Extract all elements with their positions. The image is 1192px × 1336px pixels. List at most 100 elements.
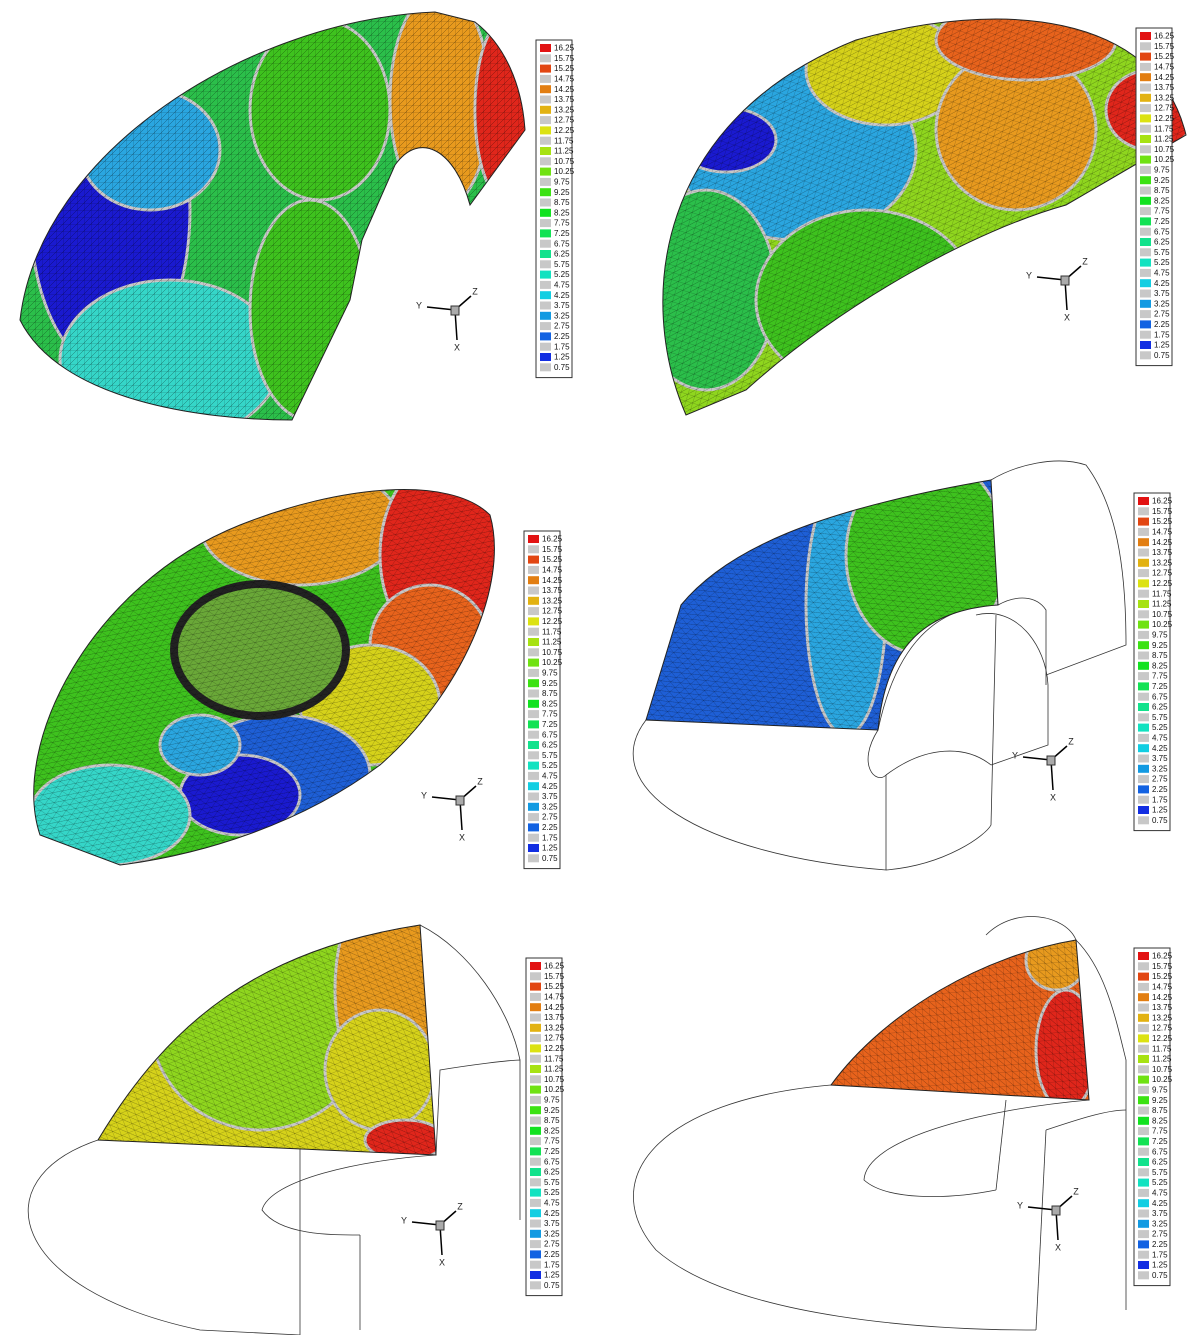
- legend-label: 15.75: [1154, 42, 1175, 51]
- legend-label: 13.25: [542, 596, 563, 605]
- legend-label: 0.75: [542, 854, 558, 863]
- legend-swatch: [1138, 1096, 1149, 1104]
- legend-label: 1.25: [554, 353, 570, 362]
- legend-label: 7.25: [1152, 682, 1168, 691]
- legend-swatch: [1138, 1251, 1149, 1259]
- legend-swatch: [540, 219, 551, 227]
- legend-swatch: [530, 1250, 541, 1258]
- legend-label: 10.25: [542, 658, 563, 667]
- legend-label: 4.75: [1154, 269, 1170, 278]
- legend-swatch: [1138, 1127, 1149, 1135]
- legend-label: 8.75: [544, 1116, 560, 1125]
- legend-swatch: [1140, 114, 1151, 122]
- partition: [405, 150, 445, 200]
- legend-label: 14.25: [544, 1003, 565, 1012]
- legend-swatch: [1138, 1189, 1149, 1197]
- panel-graphic: 16.2515.7515.2514.7514.2513.7513.2512.75…: [596, 890, 1192, 1335]
- legend-swatch: [1140, 63, 1151, 71]
- legend-swatch: [1138, 734, 1149, 742]
- legend-label: 5.25: [544, 1188, 560, 1197]
- legend-swatch: [528, 834, 539, 842]
- legend-swatch: [540, 353, 551, 361]
- wireframe: [996, 1100, 1006, 1190]
- legend-swatch: [540, 96, 551, 104]
- legend-label: 6.75: [542, 730, 558, 739]
- wireframe: [868, 730, 886, 778]
- axis-label: Y: [421, 790, 427, 800]
- legend-label: 12.75: [544, 1034, 565, 1043]
- axis-label: Z: [477, 776, 483, 786]
- legend-swatch: [1140, 166, 1151, 174]
- legend-label: 1.75: [1152, 1250, 1168, 1259]
- legend-label: 15.75: [1152, 962, 1173, 971]
- legend-label: 6.25: [1152, 703, 1168, 712]
- legend-swatch: [1140, 104, 1151, 112]
- legend-swatch: [1140, 73, 1151, 81]
- legend-swatch: [528, 535, 539, 543]
- legend-swatch: [1138, 1034, 1149, 1042]
- legend-label: 10.25: [554, 167, 575, 176]
- legend-swatch: [528, 823, 539, 831]
- legend-swatch: [528, 741, 539, 749]
- legend-swatch: [528, 648, 539, 656]
- legend-swatch: [1138, 693, 1149, 701]
- legend-swatch: [1138, 1220, 1149, 1228]
- legend-label: 1.75: [544, 1260, 560, 1269]
- legend-label: 11.25: [1152, 1055, 1172, 1064]
- legend-swatch: [1140, 53, 1151, 61]
- legend-swatch: [1140, 238, 1151, 246]
- legend-label: 12.25: [1152, 1034, 1173, 1043]
- legend-swatch: [530, 993, 541, 1001]
- axis-label: Y: [416, 300, 422, 310]
- legend-swatch: [1138, 1148, 1149, 1156]
- legend-swatch: [1140, 290, 1151, 298]
- legend-swatch: [528, 566, 539, 574]
- legend-label: 13.75: [1154, 83, 1175, 92]
- legend-swatch: [1138, 993, 1149, 1001]
- legend-swatch: [540, 250, 551, 258]
- legend-label: 3.75: [1152, 1209, 1168, 1218]
- legend-swatch: [530, 1137, 541, 1145]
- axis-label: X: [1064, 312, 1070, 322]
- legend-swatch: [530, 1147, 541, 1155]
- legend-label: 13.25: [1152, 1013, 1173, 1022]
- legend-label: 11.25: [554, 147, 574, 156]
- legend-label: 16.25: [554, 44, 575, 53]
- legend-label: 13.75: [1152, 1003, 1173, 1012]
- panel-graphic: 16.2515.7515.2514.7514.2513.7513.2512.75…: [0, 890, 596, 1335]
- legend-swatch: [1140, 156, 1151, 164]
- legend-label: 4.75: [542, 772, 558, 781]
- legend-label: 6.75: [1154, 227, 1170, 236]
- legend-swatch: [1140, 341, 1151, 349]
- legend-swatch: [530, 972, 541, 980]
- legend-label: 5.75: [1152, 713, 1168, 722]
- legend-swatch: [1138, 672, 1149, 680]
- legend-label: 4.75: [554, 281, 570, 290]
- legend-label: 14.25: [1152, 993, 1173, 1002]
- legend-swatch: [1138, 590, 1149, 598]
- legend-swatch: [1140, 279, 1151, 287]
- axis-label: X: [454, 342, 460, 352]
- legend-swatch: [1140, 300, 1151, 308]
- legend-swatch: [1138, 497, 1149, 505]
- legend-swatch: [530, 1065, 541, 1073]
- legend-label: 2.25: [542, 823, 558, 832]
- legend-label: 6.25: [554, 250, 570, 259]
- legend-label: 16.25: [544, 962, 565, 971]
- legend-swatch: [528, 793, 539, 801]
- wireframe: [976, 613, 1048, 765]
- panel-graphic: 16.2515.7515.2514.7514.2513.7513.2512.75…: [0, 0, 596, 445]
- legend-label: 2.25: [1152, 1240, 1168, 1249]
- legend-label: 15.25: [1154, 52, 1175, 61]
- legend-label: 15.25: [1152, 517, 1173, 526]
- legend-swatch: [1138, 518, 1149, 526]
- legend-swatch: [1140, 32, 1151, 40]
- legend-label: 2.25: [1154, 320, 1170, 329]
- legend-label: 11.75: [1152, 1044, 1172, 1053]
- legend-swatch: [1138, 1158, 1149, 1166]
- legend-label: 16.25: [1154, 32, 1175, 41]
- legend-swatch: [1138, 1168, 1149, 1176]
- legend-label: 1.25: [1152, 1261, 1168, 1270]
- legend-label: 2.25: [554, 332, 570, 341]
- legend-label: 4.25: [1152, 1199, 1168, 1208]
